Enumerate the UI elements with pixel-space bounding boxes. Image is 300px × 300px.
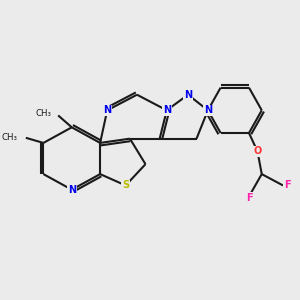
- Text: N: N: [204, 105, 212, 115]
- Text: CH₃: CH₃: [35, 110, 51, 118]
- Text: N: N: [103, 105, 111, 115]
- Text: F: F: [284, 180, 291, 190]
- Text: F: F: [246, 193, 252, 203]
- Text: CH₃: CH₃: [2, 133, 18, 142]
- Text: O: O: [254, 146, 262, 156]
- Text: N: N: [163, 105, 171, 115]
- Text: N: N: [163, 105, 171, 115]
- Text: S: S: [122, 180, 129, 190]
- Text: N: N: [184, 90, 192, 100]
- Text: N: N: [68, 185, 76, 195]
